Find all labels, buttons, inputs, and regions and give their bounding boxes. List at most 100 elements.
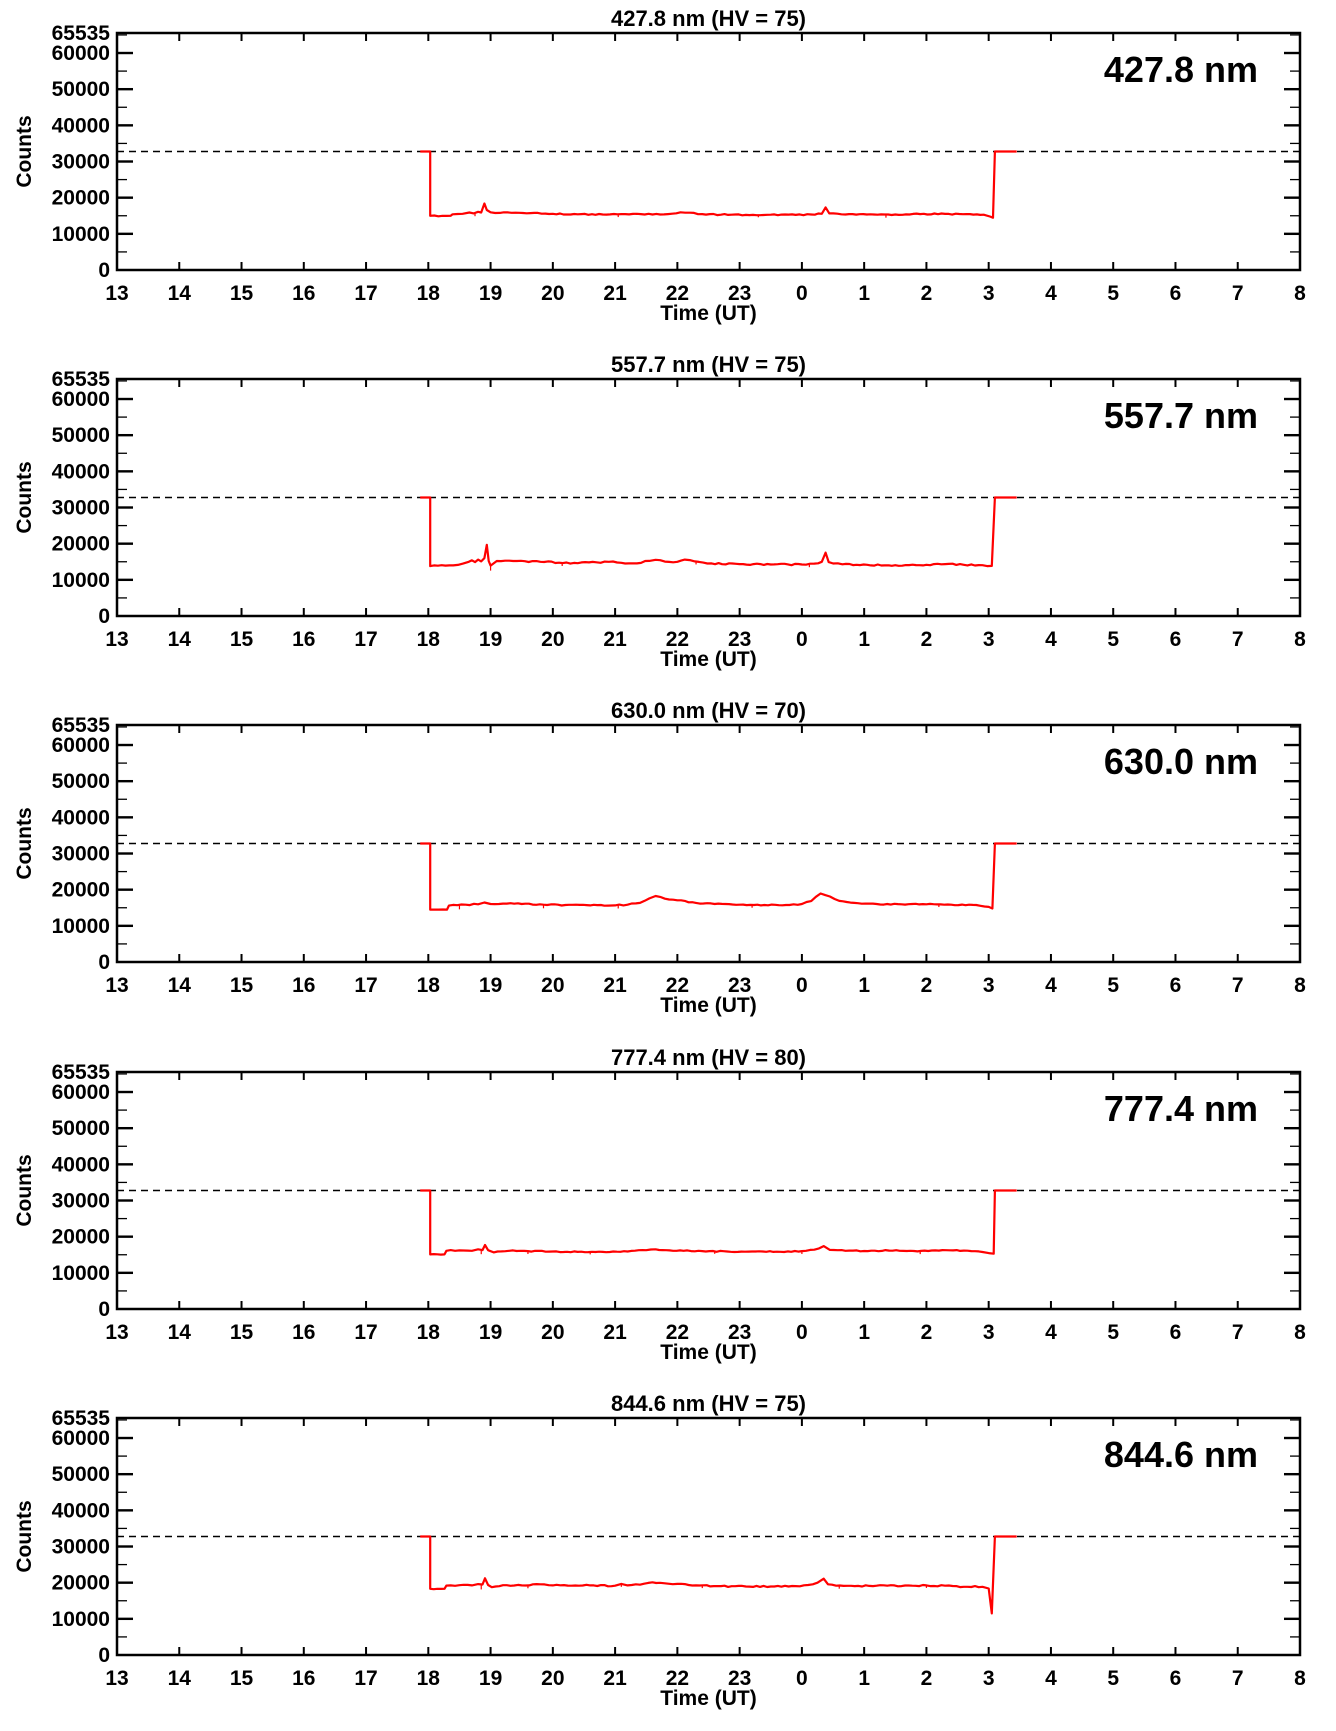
x-tick-label: 13 — [105, 282, 128, 305]
x-tick-label: 16 — [292, 1667, 315, 1690]
dropout-glitches — [480, 1249, 921, 1255]
x-tick-label: 18 — [417, 1321, 441, 1344]
y-axis-ticks — [117, 34, 1300, 253]
y-tick-label: 65535 — [52, 368, 111, 391]
x-tick-label: 15 — [230, 974, 254, 997]
y-tick-label: 60000 — [52, 42, 110, 65]
x-tick-label: 20 — [541, 282, 564, 305]
counts-series-line — [420, 1535, 1017, 1615]
x-tick-label: 0 — [796, 1667, 808, 1690]
x-tick-label: 3 — [983, 1321, 995, 1344]
y-tick-label: 0 — [98, 1298, 110, 1321]
y-tick-label: 50000 — [52, 78, 110, 101]
x-tick-label: 13 — [105, 1667, 128, 1690]
x-tick-label: 14 — [168, 1321, 192, 1344]
x-tick-label: 20 — [541, 974, 564, 997]
x-tick-label: 1 — [858, 1321, 870, 1344]
y-tick-label: 65535 — [52, 22, 111, 45]
x-tick-label: 17 — [354, 282, 377, 305]
dropout-glitches — [458, 904, 940, 910]
x-tick-label: 4 — [1045, 1667, 1057, 1690]
y-tick-label: 65535 — [52, 714, 111, 737]
x-axis-label: Time (UT) — [660, 648, 756, 671]
panel-630.0nm: 630.0 nm (HV = 70) 13 14 15 16 17 18 19 20 21 22 23… — [0, 692, 1336, 1038]
x-tick-label: 22 — [666, 282, 689, 305]
x-tick-label: 17 — [354, 1321, 377, 1344]
x-tick-label: 14 — [168, 1667, 192, 1690]
x-tick-label: 2 — [921, 974, 933, 997]
x-tick-label: 15 — [230, 1667, 254, 1690]
x-tick-label: 19 — [479, 628, 502, 651]
wavelength-badge: 557.7 nm — [1104, 395, 1258, 436]
plot-427.8nm: 427.8 nm (HV = 75)13 14 15 16 17 18 19 20 21 22 23… — [13, 6, 1306, 325]
x-tick-label: 19 — [479, 974, 502, 997]
y-tick-label: 60000 — [52, 1427, 110, 1450]
panel-777.4nm: 777.4 nm (HV = 80) 13 14 15 16 17 18 19 20 21 22 23… — [0, 1039, 1336, 1385]
y-tick-label: 40000 — [52, 114, 110, 137]
x-tick-label: 8 — [1294, 1667, 1306, 1690]
y-tick-label: 10000 — [52, 223, 110, 246]
y-tick-label: 0 — [98, 1644, 110, 1667]
x-tick-label: 7 — [1232, 628, 1244, 651]
x-axis-label: Time (UT) — [660, 994, 756, 1017]
x-tick-label: 4 — [1045, 974, 1057, 997]
y-tick-label: 60000 — [52, 1081, 110, 1104]
y-tick-label: 0 — [98, 605, 110, 628]
y-axis-ticks — [117, 1073, 1300, 1292]
y-tick-label: 10000 — [52, 1608, 110, 1631]
y-tick-label: 30000 — [52, 1190, 110, 1213]
x-tick-label: 21 — [603, 282, 627, 305]
y-axis-label: Counts — [13, 1154, 36, 1226]
y-axis-label: Counts — [13, 807, 36, 879]
x-tick-label: 14 — [168, 628, 192, 651]
x-tick-label: 5 — [1107, 1321, 1119, 1344]
y-tick-label: 40000 — [52, 1499, 110, 1522]
y-axis-ticks — [117, 726, 1300, 945]
y-tick-label: 50000 — [52, 1117, 110, 1140]
y-axis-label: Counts — [13, 115, 36, 187]
x-tick-label: 1 — [858, 974, 870, 997]
x-tick-label: 22 — [666, 1321, 689, 1344]
panel-title: 630.0 nm (HV = 70) — [611, 698, 806, 723]
x-tick-label: 19 — [479, 1321, 502, 1344]
x-tick-label: 23 — [728, 1667, 751, 1690]
y-tick-label: 10000 — [52, 1262, 110, 1285]
plot-630.0nm: 630.0 nm (HV = 70)13 14 15 16 17 18 19 20 21 22 23… — [13, 698, 1306, 1017]
x-tick-label: 23 — [728, 974, 751, 997]
x-tick-label: 2 — [921, 1667, 933, 1690]
dropout-glitches — [474, 212, 887, 218]
y-tick-label: 40000 — [52, 460, 110, 483]
counts-series-line — [420, 496, 1017, 568]
y-tick-label: 20000 — [52, 1226, 110, 1249]
x-tick-label: 7 — [1232, 282, 1244, 305]
wavelength-badge: 844.6 nm — [1104, 1434, 1258, 1475]
x-tick-label: 19 — [479, 1667, 502, 1690]
x-tick-label: 15 — [230, 1321, 254, 1344]
x-tick-label: 6 — [1170, 1321, 1182, 1344]
x-tick-label: 22 — [666, 1667, 689, 1690]
y-axis-label: Counts — [13, 1500, 36, 1572]
x-tick-label: 1 — [858, 1667, 870, 1690]
y-axis-ticks — [117, 1419, 1300, 1638]
y-tick-label: 50000 — [52, 1463, 110, 1486]
x-tick-label: 6 — [1170, 974, 1182, 997]
x-tick-label: 3 — [983, 282, 995, 305]
x-tick-label: 0 — [796, 282, 808, 305]
wavelength-badge: 630.0 nm — [1104, 741, 1258, 782]
x-tick-label: 16 — [292, 1321, 315, 1344]
x-tick-label: 2 — [921, 282, 933, 305]
dropout-glitches — [489, 561, 810, 571]
x-tick-label: 6 — [1170, 628, 1182, 651]
x-tick-label: 13 — [105, 1321, 128, 1344]
panel-427.8nm: 427.8 nm (HV = 75) 13 14 15 16 17 18 19 20 21 22 23… — [0, 0, 1336, 346]
x-tick-label: 16 — [292, 282, 315, 305]
x-axis-ticks — [116, 33, 1301, 270]
x-axis-ticks — [116, 725, 1301, 962]
x-tick-label: 13 — [105, 628, 128, 651]
x-tick-label: 8 — [1294, 1321, 1306, 1344]
x-tick-label: 8 — [1294, 628, 1306, 651]
counts-series-line — [420, 1189, 1017, 1256]
x-tick-label: 2 — [921, 1321, 933, 1344]
x-tick-label: 15 — [230, 282, 254, 305]
counts-series-line — [420, 842, 1017, 911]
